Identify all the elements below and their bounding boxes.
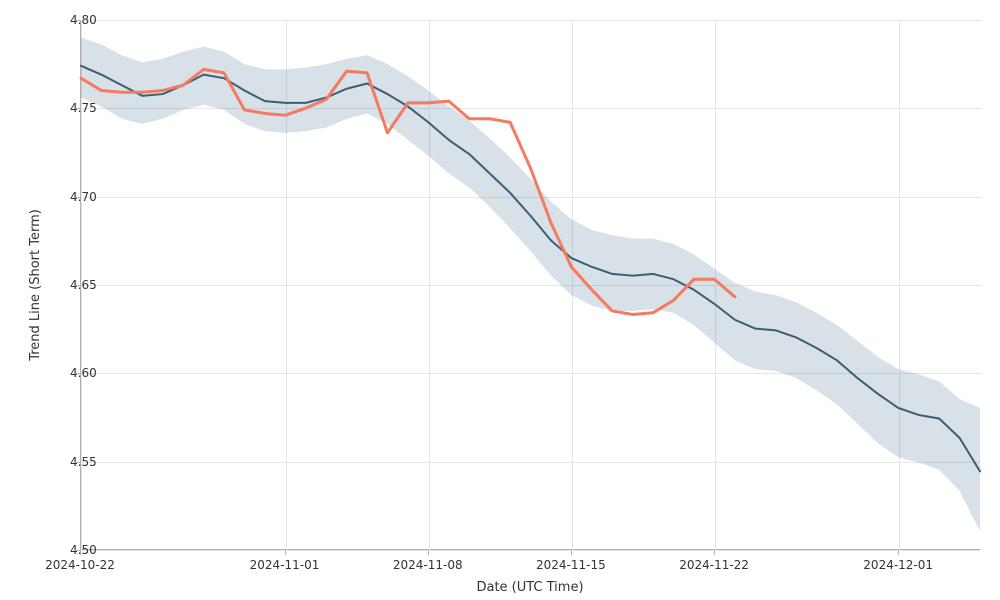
- x-axis-label: Date (UTC Time): [476, 580, 583, 595]
- x-tick-label: 2024-10-22: [45, 558, 115, 572]
- x-tick-label: 2024-11-15: [536, 558, 606, 572]
- x-tick-label: 2024-11-08: [393, 558, 463, 572]
- chart-figure: 2024-10-22 2024-11-01 2024-11-08 2024-11-15…: [0, 0, 1000, 600]
- x-tick-label: 2024-11-22: [679, 558, 749, 572]
- x-tick-label: 2024-11-01: [250, 558, 320, 572]
- y-axis-label: Trend Line (Short Term): [28, 209, 43, 361]
- confidence-band: [81, 38, 980, 532]
- plot-area: [80, 20, 980, 550]
- chart-svg: [81, 20, 980, 549]
- x-tick-label: 2024-12-01: [863, 558, 933, 572]
